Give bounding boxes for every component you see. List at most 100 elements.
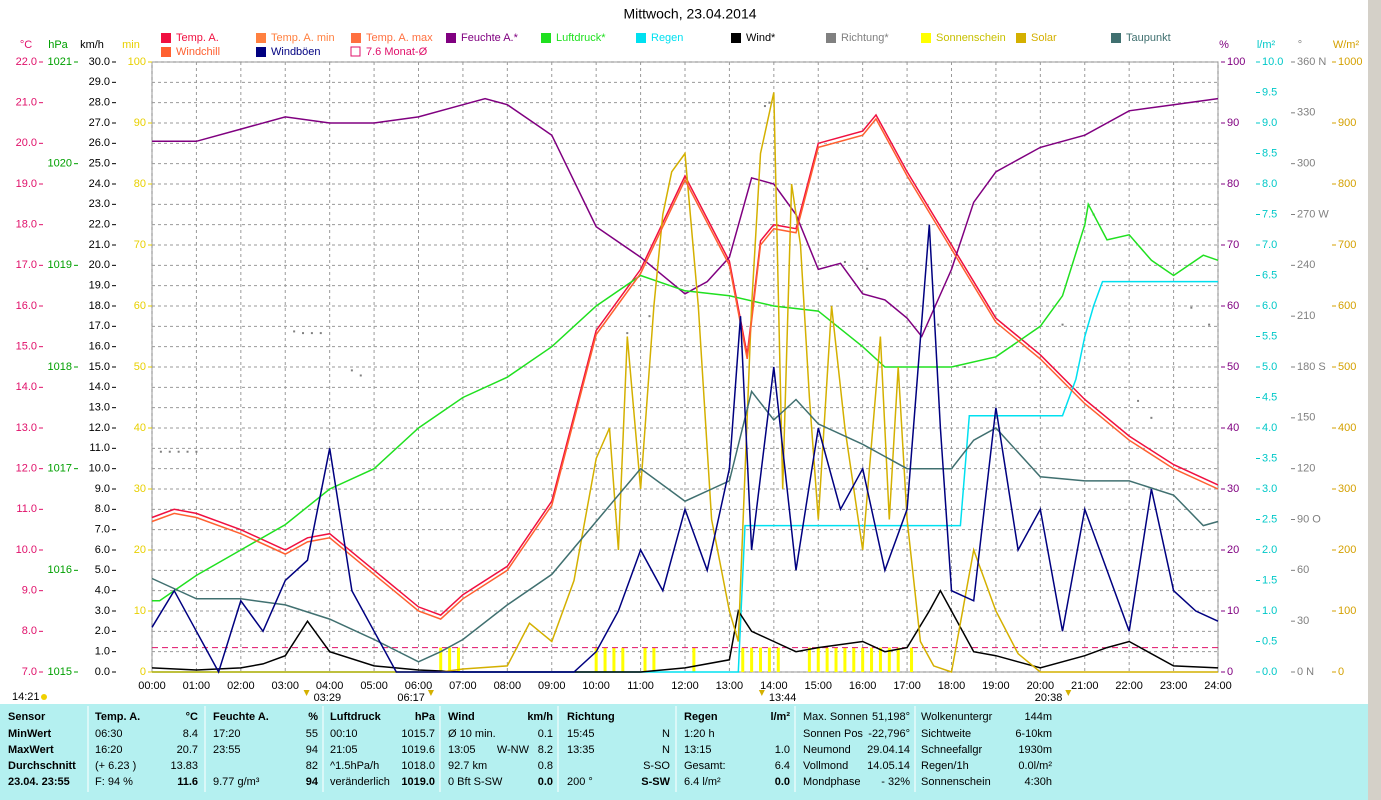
y-tick-label: 11.0	[89, 442, 110, 454]
legend-label: Luftdruck*	[556, 32, 606, 44]
y-tick-label: 19.0	[89, 280, 110, 292]
y-tick-label: 3.0	[95, 605, 110, 617]
axis-unit: km/h	[80, 39, 104, 51]
x-tick-label: 11:00	[627, 680, 654, 692]
series-line	[152, 280, 1218, 673]
table-cell: 144m	[1024, 711, 1052, 723]
y-tick-label: 15.0	[16, 341, 37, 353]
y-tick-label: 20.0	[16, 137, 37, 149]
x-tick-label: 04:00	[316, 680, 344, 692]
sunshine-bar	[870, 647, 874, 672]
x-tick-label: 22:00	[1115, 680, 1143, 692]
y-tick-label: 700	[1338, 239, 1356, 251]
x-tick-label: 20:00	[1027, 680, 1055, 692]
table-cell: 6.4	[775, 760, 790, 772]
y-tick-label: 900	[1338, 117, 1356, 129]
y-tick-label: 11.0	[16, 503, 37, 515]
y-tick-label: 0.5	[1262, 635, 1277, 647]
series-line	[151, 224, 1219, 674]
axis-unit: °	[1298, 39, 1302, 51]
y-tick-label: 10.0	[16, 544, 37, 556]
y-tick-label: 180 S	[1297, 361, 1326, 373]
y-tick-label: 5.0	[1262, 361, 1277, 373]
y-tick-label: 2.0	[1262, 544, 1277, 556]
y-tick-label: 0.0	[1262, 666, 1277, 678]
table-cell: N	[662, 744, 670, 756]
table-cell: 9.77 g/m³	[213, 776, 260, 788]
y-tick-label: 1018	[48, 361, 72, 373]
y-tick-label: 10	[1227, 605, 1239, 617]
y-tick-label: 6.0	[95, 544, 110, 556]
table-cell: Durchschnitt	[8, 760, 76, 772]
axis-unit: %	[1219, 39, 1229, 51]
table-cell: 17:20	[213, 728, 241, 740]
y-tick-label: 40	[134, 422, 146, 434]
y-tick-label: 30	[1227, 483, 1239, 495]
legend-swatch	[351, 33, 361, 43]
table-unit: km/h	[527, 711, 553, 723]
x-tick-label: 07:00	[449, 680, 477, 692]
sunshine-bar	[741, 647, 745, 672]
direction-point	[319, 332, 322, 335]
table-header: Wind	[448, 711, 475, 723]
legend-swatch	[541, 33, 551, 43]
direction-point	[1150, 416, 1153, 419]
y-tick-label: 1020	[48, 158, 72, 170]
series-line	[152, 97, 1219, 338]
table-unit: l/m²	[770, 711, 790, 723]
y-tick-label: 1015	[48, 666, 72, 678]
table-cell: 0.0l/m²	[1018, 760, 1052, 772]
y-tick-label: 26.0	[89, 137, 110, 149]
y-tick-label: 400	[1338, 422, 1356, 434]
y-tick-label: 19.0	[16, 178, 37, 190]
y-tick-label: 13.0	[16, 422, 37, 434]
direction-point	[302, 332, 305, 335]
table-cell: 1:20 h	[684, 728, 715, 740]
legend-label: Richtung*	[841, 32, 889, 44]
x-tick-label: 01:00	[183, 680, 211, 692]
sunshine-bar	[767, 647, 771, 672]
y-tick-label: 70	[134, 239, 146, 251]
sunshine-bar	[759, 647, 763, 672]
table-cell: Mondphase	[803, 776, 861, 788]
table-cell: ^1.5hPa/h	[330, 760, 379, 772]
y-tick-label: 330	[1297, 107, 1315, 119]
sunshine-bar	[816, 647, 820, 672]
y-tick-label: 8.5	[1262, 147, 1277, 159]
table-cell: Ø 10 min.	[448, 728, 496, 740]
summary-table: Sensor MinWert MaxWert Durchschnitt 23.04. 2…	[8, 706, 1052, 792]
y-tick-label: 16.0	[16, 300, 37, 312]
moon-label: 14:21	[12, 691, 40, 703]
y-tick-label: 10.0	[89, 463, 110, 475]
sunshine-bar	[776, 647, 780, 672]
y-tick-label: 12.0	[89, 422, 110, 434]
y-tick-label: 17.0	[16, 259, 37, 271]
direction-point	[1061, 323, 1064, 326]
legend-label: Sonnenschein	[936, 32, 1006, 44]
sunshine-bar	[652, 647, 656, 672]
y-tick-label: 16.0	[89, 341, 110, 353]
table-cell: 16:20	[95, 744, 123, 756]
x-tick-label: 21:00	[1071, 680, 1099, 692]
x-tick-label: 08:00	[494, 680, 522, 692]
y-tick-label: 2.5	[1262, 513, 1277, 525]
y-tick-label: 18.0	[16, 219, 37, 231]
y-tick-label: 8.0	[1262, 178, 1277, 190]
y-tick-label: 120	[1297, 463, 1315, 475]
table-cell: 8.2	[538, 744, 553, 756]
y-tick-label: 9.0	[1262, 117, 1277, 129]
y-tick-label: 500	[1338, 361, 1356, 373]
table-header: Feuchte A.	[213, 711, 269, 723]
legend-swatch	[256, 47, 266, 57]
y-tick-label: 4.0	[95, 585, 110, 597]
window-edge	[1368, 0, 1381, 800]
table-cell: MinWert	[8, 728, 52, 740]
y-tick-label: 150	[1297, 412, 1315, 424]
legend-swatch	[256, 33, 266, 43]
legend-swatch	[826, 33, 836, 43]
x-tick-label: 09:00	[538, 680, 566, 692]
y-tick-label: 1000	[1338, 56, 1362, 68]
table-cell: 0 Bft S-SW	[448, 776, 503, 788]
y-tick-label: 3.0	[1262, 483, 1277, 495]
